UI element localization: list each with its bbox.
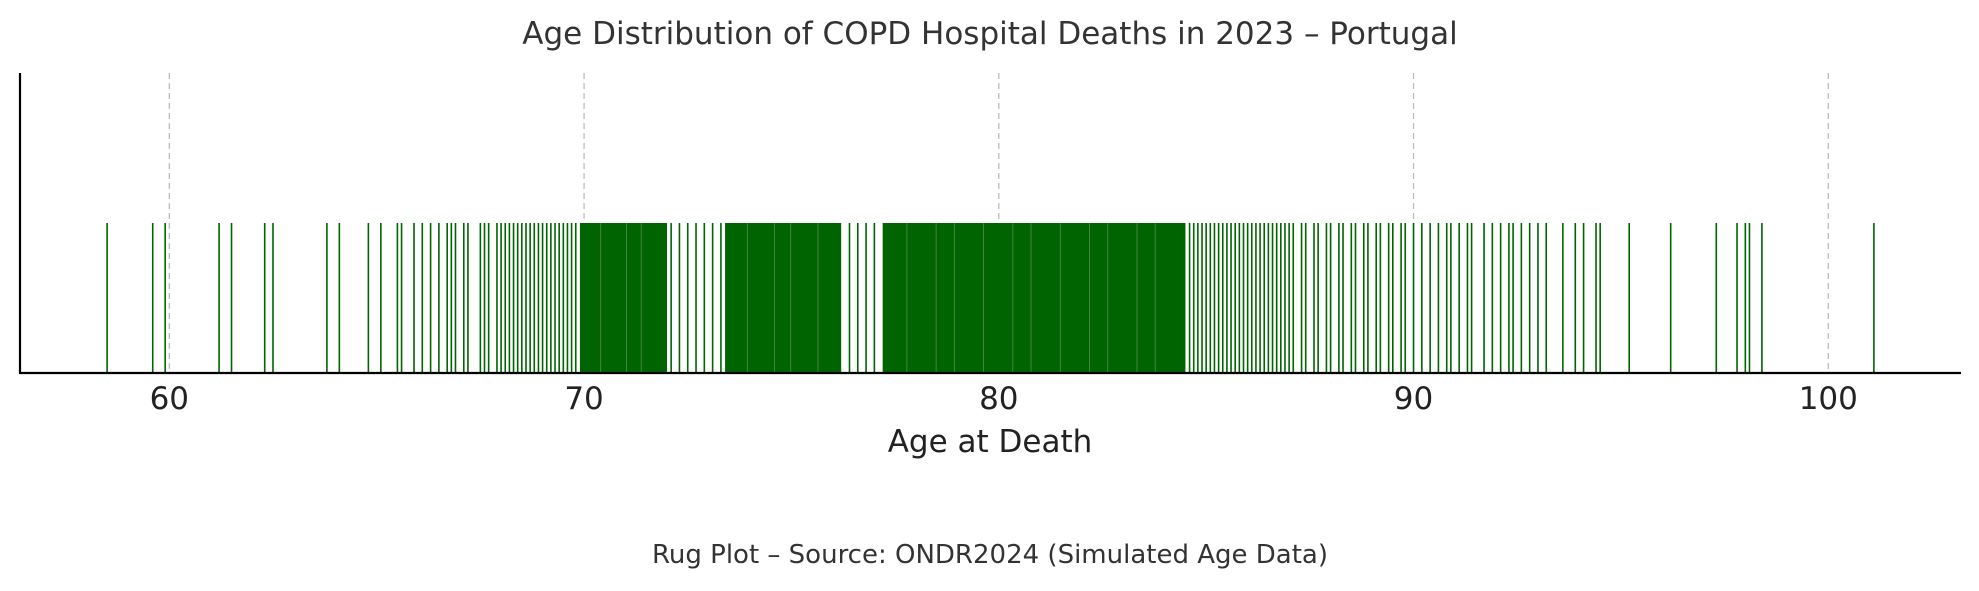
- chart-caption: Rug Plot – Source: ONDR2024 (Simulated A…: [652, 540, 1328, 570]
- dense-rug-band-1: [725, 223, 842, 373]
- x-tick-label: 60: [150, 381, 189, 417]
- dense-rug-band-2: [882, 223, 1186, 373]
- x-tick-label: 90: [1394, 381, 1433, 417]
- rug-marks: [106, 223, 1875, 373]
- dense-rug-band-0: [579, 223, 667, 373]
- x-tick-label: 100: [1799, 381, 1858, 417]
- x-tick-label: 70: [564, 381, 603, 417]
- chart-title: Age Distribution of COPD Hospital Deaths…: [522, 16, 1457, 52]
- dense-rug-bands: [579, 223, 1186, 373]
- x-axis-label: Age at Death: [888, 424, 1093, 460]
- x-tick-label: 80: [979, 381, 1018, 417]
- x-tick-labels: 60 70 80 90 100: [150, 381, 1858, 417]
